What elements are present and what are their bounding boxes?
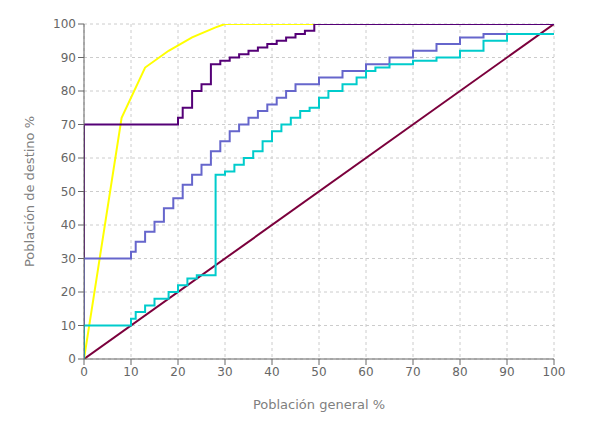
svg-text:Población de destino %: Población de destino %: [22, 116, 37, 267]
svg-text:50: 50: [61, 185, 76, 199]
svg-text:80: 80: [61, 84, 76, 98]
svg-text:90: 90: [499, 365, 514, 379]
svg-text:40: 40: [264, 365, 279, 379]
svg-text:Población general %: Población general %: [253, 397, 385, 412]
svg-text:10: 10: [123, 365, 138, 379]
svg-text:80: 80: [452, 365, 467, 379]
svg-text:70: 70: [61, 118, 76, 132]
svg-text:20: 20: [61, 285, 76, 299]
svg-text:100: 100: [53, 17, 76, 31]
svg-text:20: 20: [170, 365, 185, 379]
svg-text:60: 60: [61, 151, 76, 165]
svg-text:70: 70: [405, 365, 420, 379]
svg-text:100: 100: [543, 365, 566, 379]
svg-text:30: 30: [61, 252, 76, 266]
svg-text:10: 10: [61, 319, 76, 333]
svg-text:40: 40: [61, 218, 76, 232]
svg-text:0: 0: [68, 352, 76, 366]
svg-text:0: 0: [80, 365, 88, 379]
svg-text:50: 50: [311, 365, 326, 379]
svg-text:60: 60: [358, 365, 373, 379]
svg-text:90: 90: [61, 51, 76, 65]
svg-text:30: 30: [217, 365, 232, 379]
